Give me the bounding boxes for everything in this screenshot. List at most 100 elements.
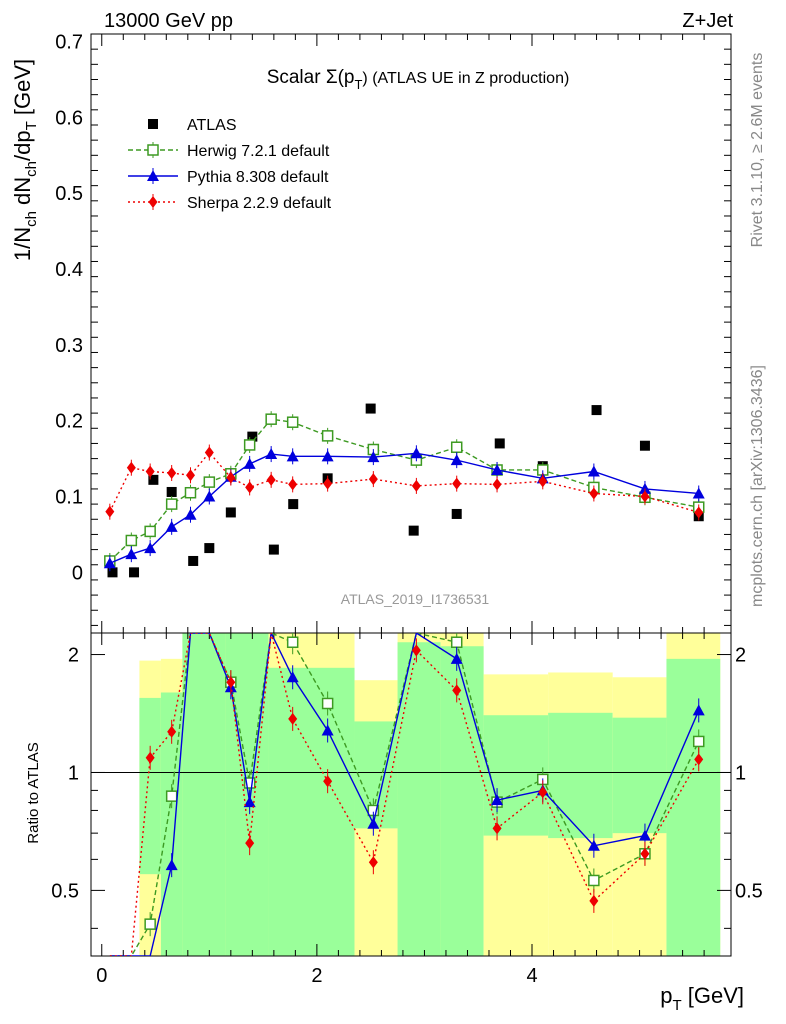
point-diamond — [167, 467, 177, 480]
ratio-ylabel: Ratio to ATLAS — [25, 742, 42, 843]
band-green-9 — [548, 712, 613, 839]
point-atlas — [408, 525, 419, 536]
ratio-point-triangle — [286, 671, 299, 683]
legend-label: ATLAS — [187, 117, 237, 134]
point-triangle — [184, 508, 197, 520]
point-open-square — [203, 476, 216, 488]
point-triangle — [410, 447, 423, 459]
y-axis-label-sub: ch — [23, 161, 40, 177]
header-left: 13000 GeV pp — [104, 10, 233, 32]
point-diamond — [245, 481, 255, 494]
point-triangle — [144, 542, 157, 554]
point-diamond — [368, 473, 378, 486]
point-atlas — [225, 507, 236, 518]
ratio-tick-label-left: 0.5 — [51, 880, 79, 902]
ratio-point-diamond — [492, 822, 502, 835]
point-triangle — [265, 448, 278, 460]
point-diamond — [640, 490, 650, 503]
point-diamond — [411, 479, 421, 492]
legend-marker-square — [148, 119, 158, 129]
point-triangle — [321, 450, 334, 462]
y-tick-label: 0.6 — [55, 107, 83, 129]
ratio-point-triangle — [243, 796, 256, 808]
legend-label: Herwig 7.2.1 default — [187, 143, 330, 160]
ratio-point-open-square — [450, 636, 463, 648]
point-diamond — [105, 505, 115, 518]
ratio-point-diamond — [411, 644, 421, 657]
y-axis-label-part: /dp — [10, 130, 35, 161]
ratio-point-diamond — [640, 847, 650, 860]
side-label-bottom: mcplots.cern.ch [arXiv:1306.3436] — [749, 365, 766, 607]
point-atlas — [288, 499, 299, 510]
point-triangle — [286, 450, 299, 462]
point-atlas — [129, 567, 140, 578]
ratio-point-triangle — [587, 839, 600, 851]
band-green-2 — [182, 633, 226, 956]
band-green-7 — [440, 646, 484, 956]
y-axis-label-part: dN — [10, 177, 35, 211]
ratio-point-open-square — [165, 790, 178, 802]
point-atlas — [166, 486, 177, 497]
ratio-tick-label-right: 1 — [735, 762, 746, 784]
band-green-11 — [666, 658, 721, 956]
ratio-point-triangle — [692, 704, 705, 716]
y-tick-label: 0.4 — [55, 259, 83, 281]
point-atlas — [268, 544, 279, 555]
title-sub: T — [354, 77, 362, 92]
x-axis-label-sub: T — [672, 997, 681, 1014]
point-diamond — [492, 478, 502, 491]
y-tick-label: 0.7 — [55, 32, 83, 54]
point-open-square — [243, 439, 256, 451]
legend: ATLAS Herwig 7.2.1 default Pythia 8.308 de… — [128, 117, 332, 212]
point-atlas — [148, 474, 159, 485]
point-diamond — [185, 469, 195, 482]
point-open-square — [125, 534, 138, 547]
point-diamond — [288, 478, 298, 491]
ratio-point-diamond — [589, 894, 599, 907]
point-atlas — [188, 555, 199, 566]
ratio-point-open-square — [321, 697, 334, 710]
ratio-point-open-square — [286, 636, 299, 648]
band-green-6 — [397, 642, 441, 956]
point-diamond — [589, 487, 599, 500]
y-tick-label: 0 — [72, 562, 83, 584]
legend-marker-diamond — [148, 196, 158, 208]
side-label-top: Rivet 3.1.10, ≥ 2.6M events — [749, 53, 766, 248]
point-diamond — [694, 506, 704, 519]
ratio-point-triangle — [367, 817, 380, 829]
point-diamond — [204, 446, 214, 459]
ratio-bands — [139, 633, 721, 956]
point-triangle — [243, 457, 256, 469]
y-tick-label: 0.1 — [55, 487, 83, 509]
point-triangle — [103, 557, 116, 569]
legend-label: Pythia 8.308 default — [187, 169, 329, 186]
y-axis-label-sub: ch — [23, 211, 40, 227]
ratio-point-diamond — [538, 786, 548, 799]
point-triangle — [203, 490, 216, 502]
title-tail: ) (ATLAS UE in Z production) — [362, 70, 569, 87]
legend-label: Sherpa 2.2.9 default — [187, 195, 332, 212]
ratio-point-triangle — [321, 724, 334, 736]
main-series — [103, 403, 705, 578]
ratio-tick-label-left: 1 — [68, 762, 79, 784]
chart-watermark: ATLAS_2019_I1736531 — [341, 591, 490, 607]
point-atlas — [247, 431, 258, 442]
ratio-point-diamond — [323, 775, 333, 788]
line-open-square — [109, 418, 699, 562]
point-atlas — [494, 438, 505, 449]
ratio-tick-label-right: 0.5 — [735, 880, 763, 902]
y-axis-label-part: [GeV] — [10, 59, 35, 121]
point-atlas — [365, 403, 376, 414]
y-axis-label: 1/Nch dNch/dpT [GeV] — [10, 59, 40, 261]
point-triangle — [587, 465, 600, 477]
band-green-0 — [139, 697, 161, 875]
ratio-point-diamond — [368, 856, 378, 869]
y-axis-label-part: 1/N — [10, 227, 35, 261]
header-right: Z+Jet — [682, 10, 733, 32]
point-atlas — [639, 440, 650, 451]
ratio-point-diamond — [452, 684, 462, 697]
ratio-point-open-square — [144, 918, 156, 930]
series — [103, 403, 705, 956]
ratio-point-diamond — [288, 712, 298, 725]
